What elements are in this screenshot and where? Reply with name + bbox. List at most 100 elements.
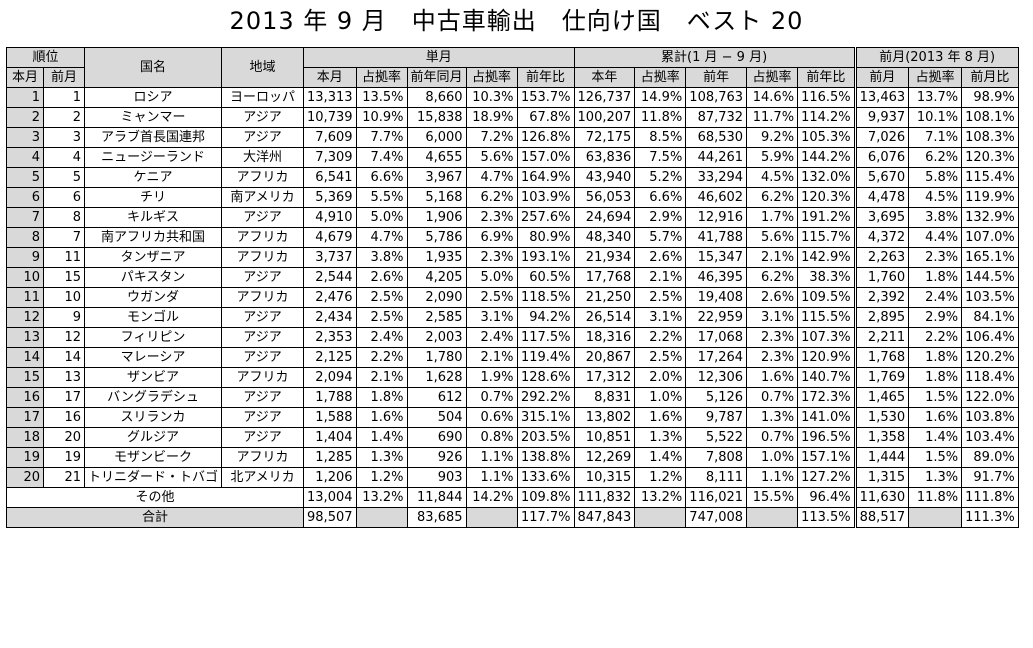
other-label: その他 <box>5 487 305 508</box>
header-row-2: 本月 前月 本月 占拠率 前年同月 占拠率 前年比 本年 占拠率 前年 占拠率 … <box>6 67 1019 88</box>
cell-m-py-units: 690 <box>406 427 467 448</box>
cell-c-share: 1.3% <box>634 427 687 448</box>
header-row-1: 順位 国名 地域 単月 累計(1 月 − 9 月) 前月(2013 年 8 月) <box>6 47 1019 88</box>
table-row: 5 5 ケニア アフリカ 6,541 6.6% 3,967 4.7% 164.9% 43,940 5… <box>6 167 1019 188</box>
cell-c-py-units: 108,763 <box>685 87 748 108</box>
cell-c-py-share: 6.2% <box>746 267 799 288</box>
cell-m-py-units: 2,585 <box>406 307 467 328</box>
header-c-py-units: 前年 <box>685 67 748 88</box>
cell-p-mom: 89.0% <box>961 447 1019 468</box>
cell-m-py-share: 0.6% <box>465 407 518 428</box>
cell-country: 南アフリカ共和国 <box>83 227 223 248</box>
table-row: 17 16 スリランカ アジア 1,588 1.6% 504 0.6% 315.1% 13,802… <box>6 407 1019 428</box>
cell-prev-rank: 15 <box>43 267 85 288</box>
other-c-share: 13.2% <box>634 487 687 508</box>
cell-c-share: 2.0% <box>634 367 687 388</box>
cell-rank: 5 <box>6 167 44 188</box>
header-p-mom: 前月比 <box>961 67 1019 88</box>
cell-prev-rank: 7 <box>43 227 85 248</box>
cell-p-units: 2,211 <box>853 327 910 348</box>
cell-m-yoy: 193.1% <box>516 247 575 268</box>
cell-c-share: 2.2% <box>634 327 687 348</box>
cell-p-units: 4,372 <box>853 227 910 248</box>
cell-p-units: 1,444 <box>853 447 910 468</box>
cell-c-py-share: 2.6% <box>746 287 799 308</box>
cell-p-mom: 107.0% <box>961 227 1019 248</box>
cell-m-py-share: 4.7% <box>465 167 518 188</box>
cell-m-py-share: 1.9% <box>465 367 518 388</box>
cell-p-share: 7.1% <box>908 127 963 148</box>
cell-c-units: 21,934 <box>573 247 636 268</box>
cell-p-units: 1,769 <box>853 367 910 388</box>
cell-c-share: 3.1% <box>634 307 687 328</box>
cell-m-share: 3.8% <box>355 247 408 268</box>
cell-p-units: 1,358 <box>853 427 910 448</box>
cell-c-py-units: 15,347 <box>685 247 748 268</box>
cell-m-py-share: 0.8% <box>465 427 518 448</box>
cell-region: アフリカ <box>221 287 305 308</box>
cell-m-py-units: 4,205 <box>406 267 467 288</box>
cell-m-yoy: 164.9% <box>516 167 575 188</box>
cell-p-share: 1.8% <box>908 367 963 388</box>
cell-c-py-units: 5,522 <box>685 427 748 448</box>
cell-c-units: 21,250 <box>573 287 636 308</box>
cell-c-units: 63,836 <box>573 147 636 168</box>
total-c-py-share-empty <box>746 507 799 528</box>
cell-m-share: 4.7% <box>355 227 408 248</box>
cell-m-py-units: 5,168 <box>406 187 467 208</box>
cell-rank: 19 <box>6 447 44 468</box>
cell-region: 南アメリカ <box>221 187 305 208</box>
cell-prev-rank: 14 <box>43 347 85 368</box>
cell-p-mom: 120.3% <box>961 147 1019 168</box>
cell-c-py-units: 9,787 <box>685 407 748 428</box>
cell-rank: 18 <box>6 427 44 448</box>
cell-rank: 17 <box>6 407 44 428</box>
cell-m-py-units: 3,967 <box>406 167 467 188</box>
cell-m-py-units: 504 <box>406 407 467 428</box>
header-m-share: 占拠率 <box>355 67 408 88</box>
cell-c-units: 10,315 <box>573 467 636 488</box>
total-c-py-units: 747,008 <box>685 507 748 528</box>
cell-country: ロシア <box>83 87 223 108</box>
other-m-yoy: 109.8% <box>516 487 575 508</box>
cell-region: 北アメリカ <box>221 467 305 488</box>
cell-c-yoy: 109.5% <box>797 287 856 308</box>
cell-rank: 1 <box>6 87 44 108</box>
total-m-share-empty <box>355 507 408 528</box>
cell-c-share: 2.5% <box>634 347 687 368</box>
cell-p-mom: 84.1% <box>961 307 1019 328</box>
cell-p-mom: 115.4% <box>961 167 1019 188</box>
table-row: 9 11 タンザニア アフリカ 3,737 3.8% 1,935 2.3% 193.1% 21,9… <box>6 247 1019 268</box>
cell-m-py-share: 2.4% <box>465 327 518 348</box>
cell-c-yoy: 120.9% <box>797 347 856 368</box>
cell-country: ウガンダ <box>83 287 223 308</box>
table-row: 20 21 トリニダード・トバゴ 北アメリカ 1,206 1.2% 903 1.1% 133.6… <box>6 467 1019 488</box>
cell-region: アジア <box>221 127 305 148</box>
cell-p-units: 1,465 <box>853 387 910 408</box>
cell-p-share: 1.3% <box>908 467 963 488</box>
cell-rank: 2 <box>6 107 44 128</box>
cell-c-py-units: 68,530 <box>685 127 748 148</box>
cell-c-units: 17,312 <box>573 367 636 388</box>
cell-m-py-units: 1,628 <box>406 367 467 388</box>
cell-country: タンザニア <box>83 247 223 268</box>
cell-c-share: 1.6% <box>634 407 687 428</box>
cell-c-py-share: 5.6% <box>746 227 799 248</box>
cell-m-units: 2,544 <box>303 267 357 288</box>
table-row: 4 4 ニュージーランド 大洋州 7,309 7.4% 4,655 5.6% 157.0% 63,… <box>6 147 1019 168</box>
cell-p-share: 1.6% <box>908 407 963 428</box>
cell-c-yoy: 107.3% <box>797 327 856 348</box>
cell-p-units: 4,478 <box>853 187 910 208</box>
cell-p-mom: 120.2% <box>961 347 1019 368</box>
cell-c-yoy: 132.0% <box>797 167 856 188</box>
cell-m-yoy: 119.4% <box>516 347 575 368</box>
cell-region: アフリカ <box>221 167 305 188</box>
cell-m-yoy: 292.2% <box>516 387 575 408</box>
total-p-share-empty <box>908 507 963 528</box>
cell-m-yoy: 257.6% <box>516 207 575 228</box>
header-rank: 順位 <box>6 47 85 68</box>
table-row: 13 12 フィリピン アジア 2,353 2.4% 2,003 2.4% 117.5% 18,3… <box>6 327 1019 348</box>
cell-m-units: 10,739 <box>303 107 357 128</box>
total-m-units: 98,507 <box>303 507 357 528</box>
cell-p-share: 1.8% <box>908 347 963 368</box>
